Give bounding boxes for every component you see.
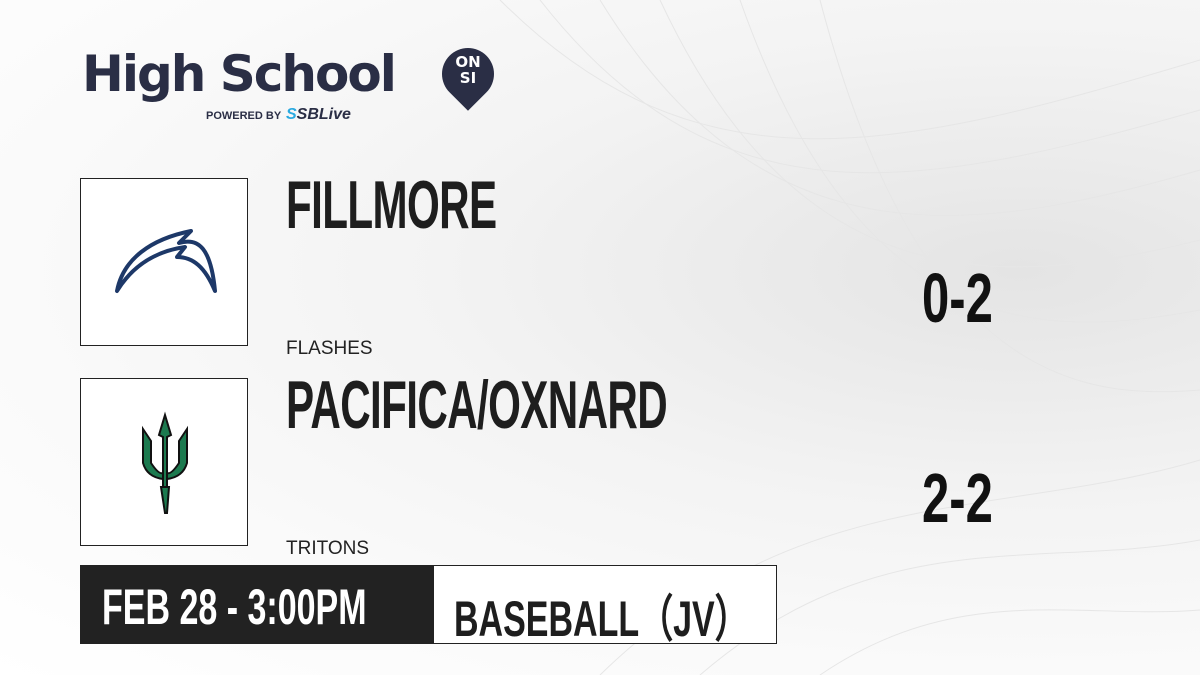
game-datetime-box: FEB 28 - 3:00PM (80, 565, 433, 644)
sport-box: BASEBALL（JV） (433, 565, 777, 647)
team-record-home: 0-2 (922, 259, 993, 337)
team-logo-pacifica (80, 378, 248, 546)
team-record-away: 2-2 (922, 459, 993, 537)
badge-bottom: SI (459, 69, 477, 87)
sblive-text: SBLive (296, 106, 351, 123)
team-mascot-away: TRITONS (286, 538, 370, 559)
game-datetime: FEB 28 - 3:00PM (102, 579, 367, 635)
team-name-home: FILLMORE (286, 167, 497, 243)
team-name-away: PACIFICA/OXNARD (286, 367, 668, 443)
team-mascot-home: FLASHES (286, 338, 373, 359)
sblive-logo: SSBLive (286, 106, 351, 124)
badge-top: ON (455, 53, 481, 71)
lightning-bolt-icon (115, 229, 217, 293)
trident-icon (142, 411, 188, 514)
on-si-badge: ON SI (442, 54, 494, 86)
sport-label: BASEBALL（JV） (454, 591, 749, 647)
brand-title: High School (82, 45, 397, 103)
powered-by-label: POWERED BY (206, 110, 282, 122)
team-logo-fillmore (80, 178, 248, 346)
sblive-mark: S (286, 106, 297, 123)
